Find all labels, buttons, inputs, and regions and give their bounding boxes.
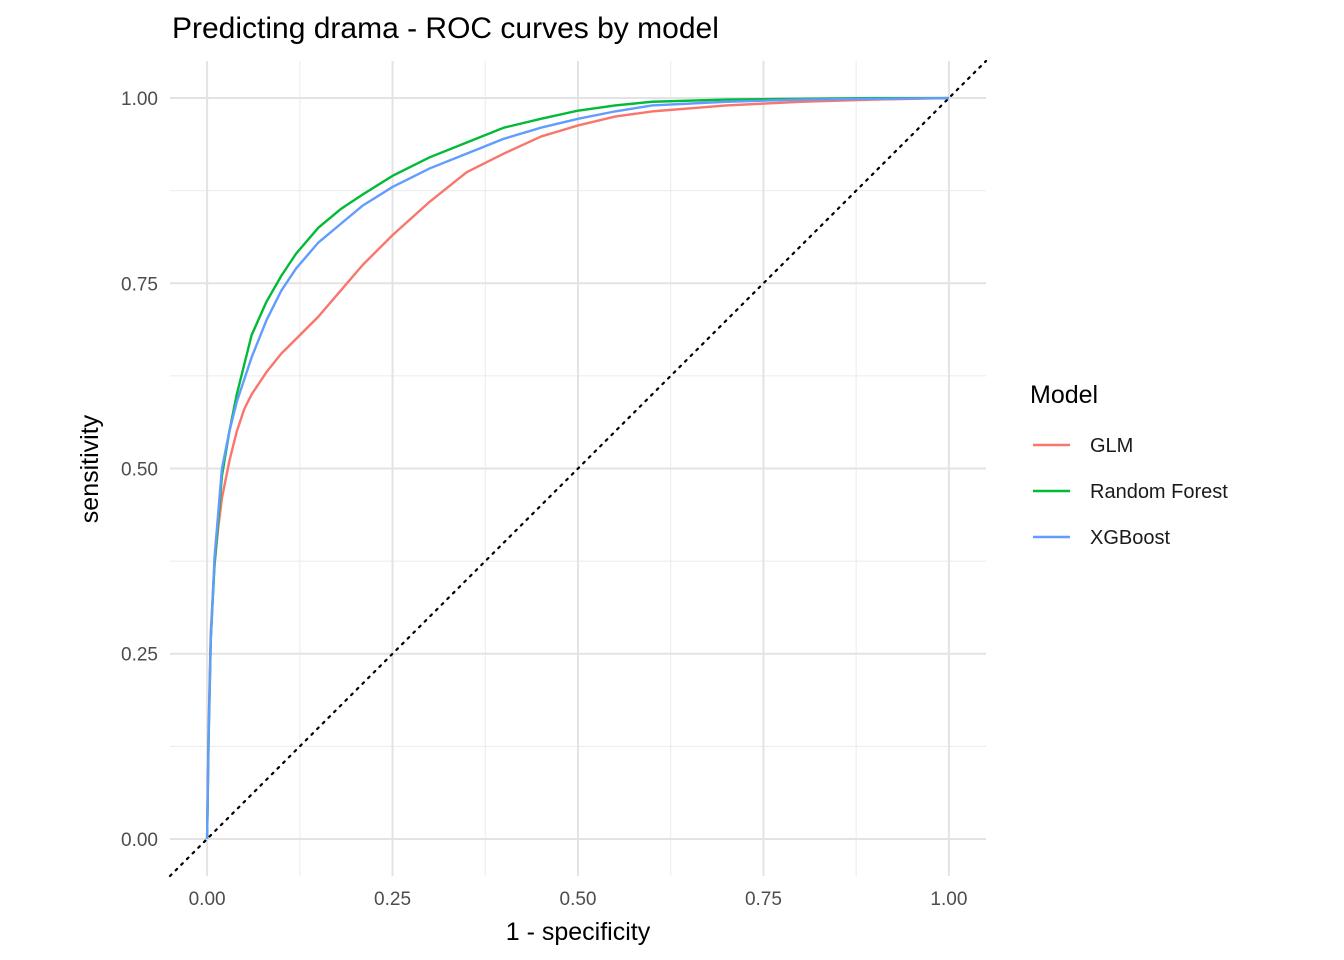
y-tick-label: 0.50 <box>121 460 158 481</box>
y-tick-label: 0.00 <box>121 830 158 851</box>
diagonal-reference-line <box>168 59 988 878</box>
roc-curve-glm <box>205 96 949 839</box>
legend: Model GLM Random Forest XGBoost <box>1030 381 1228 549</box>
x-tick-label: 0.00 <box>189 889 226 910</box>
roc-series-layer <box>205 96 949 839</box>
y-tick-label: 0.75 <box>121 274 158 295</box>
x-tick-label: 0.50 <box>560 889 597 910</box>
y-tick-label: 1.00 <box>121 89 158 110</box>
legend-items: GLM Random Forest XGBoost <box>1033 435 1228 549</box>
diagonal-reference-line-layer <box>168 59 988 878</box>
y-tick-label: 0.25 <box>121 645 158 666</box>
legend-title: Model <box>1030 381 1098 409</box>
x-tick-label: 0.25 <box>374 889 411 910</box>
y-axis-title: sensitivity <box>76 414 104 523</box>
y-axis-tick-labels: 0.00 0.25 0.50 0.75 1.00 <box>121 89 158 851</box>
x-tick-label: 1.00 <box>930 889 967 910</box>
roc-curve-xgboost <box>205 96 949 839</box>
legend-label-xgboost: XGBoost <box>1090 527 1170 549</box>
chart-title: Predicting drama - ROC curves by model <box>172 12 719 45</box>
x-axis-tick-labels: 0.00 0.25 0.50 0.75 1.00 <box>189 889 968 910</box>
legend-label-glm: GLM <box>1090 435 1133 457</box>
major-gridlines <box>170 61 986 876</box>
legend-label-random-forest: Random Forest <box>1090 481 1228 503</box>
x-tick-label: 0.75 <box>745 889 782 910</box>
x-axis-title: 1 - specificity <box>506 918 651 946</box>
